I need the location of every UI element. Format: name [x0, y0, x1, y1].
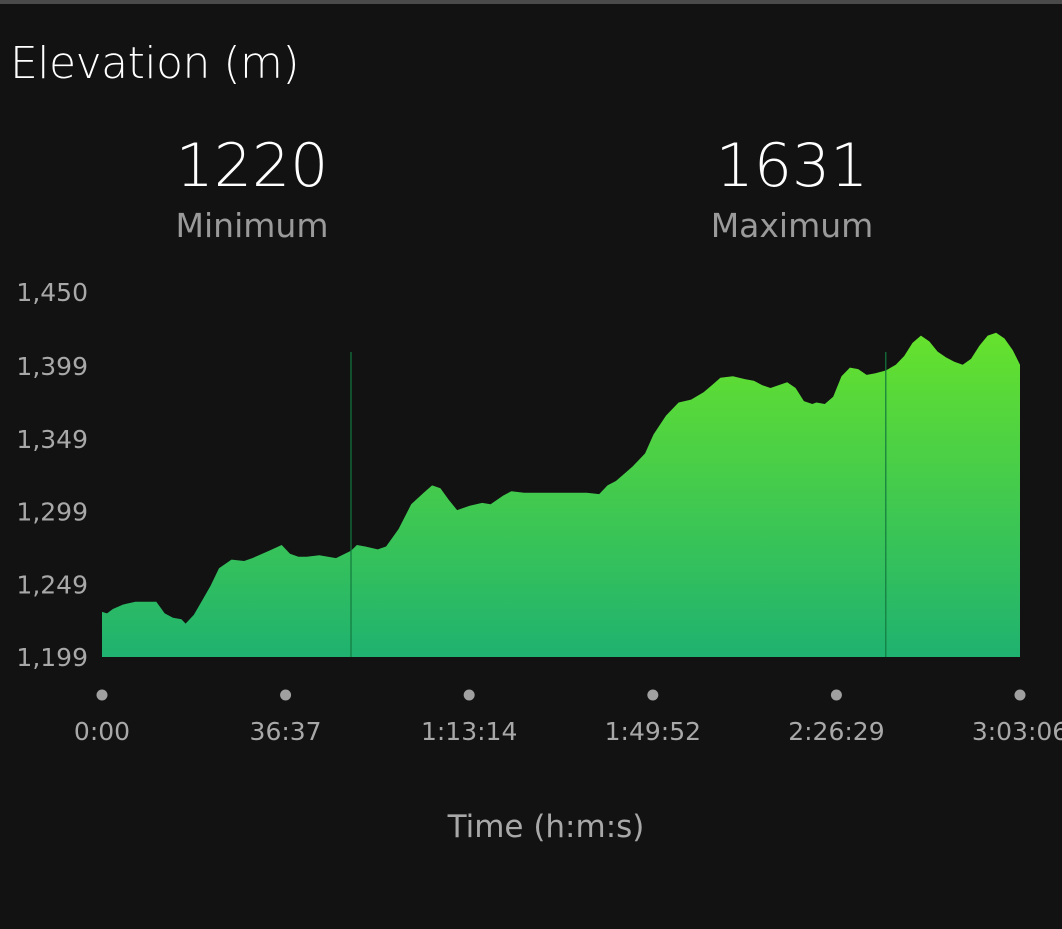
- y-tick-label: 1,249: [16, 570, 88, 599]
- y-tick-label: 1,450: [16, 278, 88, 307]
- plot-area: [102, 332, 1020, 657]
- x-tick-label: 36:37: [250, 717, 322, 746]
- top-divider: [0, 0, 1062, 4]
- x-tick-dot: [830, 689, 842, 701]
- maximum-value: 1631: [715, 131, 869, 201]
- x-tick-label: 0:00: [74, 717, 130, 746]
- maximum-label: Maximum: [710, 206, 874, 245]
- y-tick-label: 1,349: [16, 425, 88, 454]
- y-axis: 1,199 1,249 1,299 1,349 1,399 1,450: [16, 278, 88, 672]
- x-axis-title: Time (h:m:s): [447, 809, 645, 845]
- y-tick-label: 1,199: [16, 643, 88, 672]
- x-tick-label: 2:26:29: [788, 717, 884, 746]
- x-tick-label: 1:49:52: [605, 717, 701, 746]
- x-axis: 0:00 36:37 1:13:14 1:49:52 2:26:29 3:03:06: [74, 689, 1062, 746]
- x-tick-dot: [96, 689, 108, 701]
- y-tick-label: 1,299: [16, 498, 88, 527]
- page-title: Elevation (m): [10, 38, 300, 89]
- y-tick-label: 1,399: [16, 352, 88, 381]
- x-tick-dot: [280, 689, 292, 701]
- x-tick-label: 3:03:06: [972, 717, 1062, 746]
- stat-minimum: 1220 Minimum: [102, 130, 402, 245]
- minimum-value: 1220: [175, 131, 329, 201]
- minimum-label: Minimum: [175, 206, 329, 245]
- x-tick-dot: [463, 689, 475, 701]
- x-tick-dot: [647, 689, 659, 701]
- x-tick-label: 1:13:14: [421, 717, 517, 746]
- elevation-area: [102, 332, 1020, 657]
- stat-maximum: 1631 Maximum: [642, 130, 942, 245]
- x-tick-dot: [1014, 689, 1026, 701]
